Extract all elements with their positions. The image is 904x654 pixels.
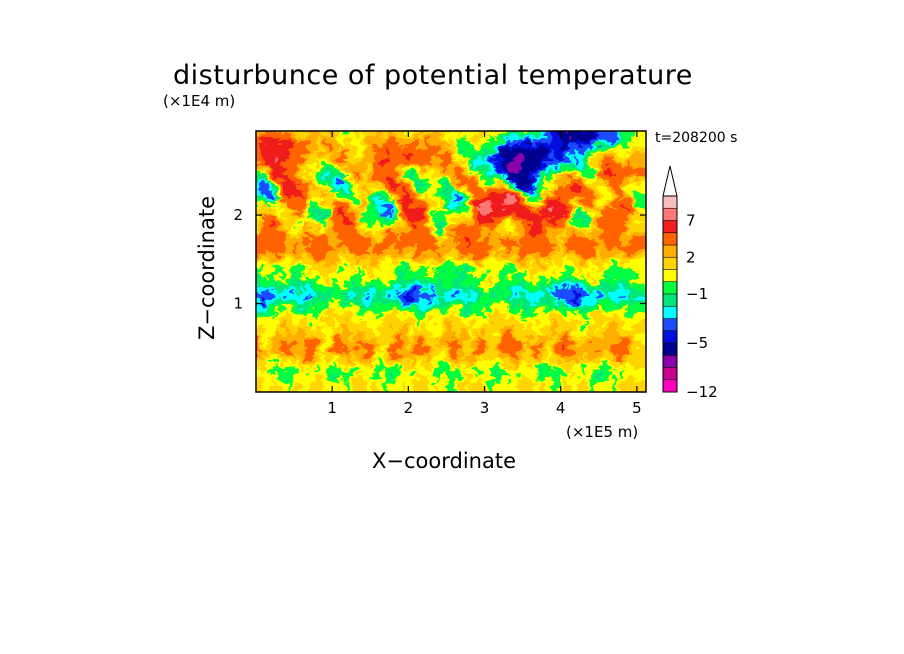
x-tick-label: 2 — [404, 399, 414, 417]
plot-area — [256, 131, 646, 392]
x-tick-label: 5 — [632, 399, 642, 417]
colorbar-band — [663, 269, 677, 283]
time-label: t=208200 s — [655, 130, 738, 146]
plot-frame — [255, 130, 647, 393]
x-axis-label: X−coordinate — [372, 449, 516, 473]
colorbar-band — [663, 245, 677, 258]
colorbar-band — [663, 220, 677, 234]
x-tick-label: 4 — [556, 399, 566, 417]
colorbar-label: −1 — [686, 285, 708, 303]
x-axis-multiplier: (×1E5 m) — [566, 423, 639, 441]
colorbar-band — [663, 379, 677, 393]
colorbar-band — [663, 343, 677, 356]
colorbar-label: 2 — [686, 248, 696, 266]
colorbar: −12−5−127 — [662, 165, 718, 401]
colorbar-band — [663, 232, 677, 246]
colorbar-band — [663, 318, 677, 332]
y-axis: 12 — [233, 206, 646, 313]
colorbar-label: −12 — [686, 383, 718, 401]
colorbar-label: 7 — [686, 212, 696, 230]
y-tick-label: 1 — [233, 295, 243, 313]
x-tick-label: 1 — [327, 399, 337, 417]
x-tick-label: 3 — [480, 399, 490, 417]
colorbar-band — [663, 257, 677, 270]
colorbar-label: −5 — [686, 334, 708, 352]
colorbar-band — [663, 306, 677, 319]
chart-title: disturbunce of potential temperature — [173, 60, 693, 91]
y-tick-label: 2 — [233, 206, 243, 224]
y-axis-multiplier: (×1E4 m) — [163, 92, 236, 110]
colorbar-band — [663, 330, 677, 344]
colorbar-band — [663, 281, 677, 295]
colorbar-band — [663, 294, 677, 307]
colorbar-band — [663, 196, 677, 209]
colorbar-band — [663, 367, 677, 381]
colorbar-band — [663, 208, 677, 221]
colorbar-extend-arrow — [662, 165, 678, 197]
x-axis: 1 2 3 4 5 — [327, 131, 642, 417]
colorbar-band — [663, 355, 677, 368]
